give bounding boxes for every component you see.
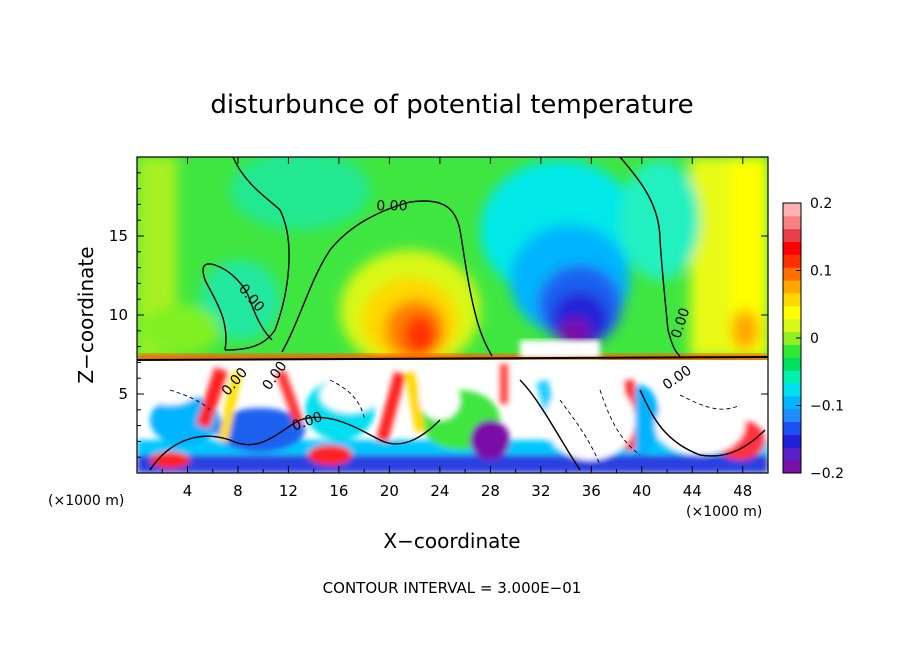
colorbar-swatch [783, 254, 801, 268]
heatmap-field [137, 157, 768, 473]
colorbar-swatch [783, 383, 801, 397]
negative-contours [169, 379, 741, 466]
contour-lines [149, 157, 766, 471]
colorbar-swatch [783, 344, 801, 358]
x-tick-label: 20 [380, 482, 399, 500]
colorbar-tick-label: −0.2 [810, 466, 844, 482]
y-tick-label: 5 [118, 385, 128, 403]
colorbar-swatch [783, 280, 801, 294]
contour-interval-text: CONTOUR INTERVAL = 3.000E−01 [323, 579, 582, 597]
x-unit-label-right: (×1000 m) [686, 504, 762, 520]
colorbar-swatch [783, 447, 801, 461]
chart-title: disturbunce of potential temperature [210, 90, 693, 120]
x-tick-label: 28 [481, 482, 500, 500]
colorbar-tick-label: −0.1 [810, 399, 844, 415]
x-tick-label: 24 [430, 482, 449, 500]
y-axis-title: Z−coordinate [74, 246, 98, 383]
colorbar-swatch [783, 434, 801, 448]
x-tick-label: 32 [531, 482, 550, 500]
colorbar-swatch [783, 395, 801, 410]
colorbar-swatch [783, 357, 801, 371]
colorbar-swatch [783, 408, 801, 423]
colorbar-swatch [783, 331, 801, 345]
colorbar-swatch [783, 267, 801, 281]
contour-label: 0.00 [376, 199, 407, 215]
colorbar-tick-label: 0.2 [810, 196, 832, 212]
colorbar-tick-label: 0.1 [810, 264, 832, 280]
x-tick-label: 8 [233, 482, 243, 500]
colorbar-swatch [783, 318, 801, 333]
x-tick-label: 36 [582, 482, 601, 500]
colorbar-swatch [783, 421, 801, 435]
y-axis: 5 10 15 [109, 172, 768, 458]
y-tick-label: 10 [109, 306, 128, 324]
x-tick-label: 40 [632, 482, 651, 500]
colorbar-swatch [783, 215, 801, 230]
colorbar-swatch [783, 370, 801, 384]
colorbar-swatch [783, 460, 801, 474]
x-tick-label: 4 [183, 482, 193, 500]
colorbar-ticks: 0.2 0.1 0 −0.1 −0.2 [796, 196, 844, 482]
colorbar-tick-label: 0 [810, 331, 819, 347]
x-axis: 4 8 12 16 20 24 28 32 36 40 44 48 [161, 157, 752, 500]
x-tick-label: 48 [733, 482, 752, 500]
colorbar-swatch [783, 241, 801, 255]
colorbar-swatch [783, 293, 801, 307]
x-axis-title: X−coordinate [383, 529, 520, 553]
colorbar [782, 202, 802, 474]
x-tick-label: 44 [683, 482, 702, 500]
colorbar-swatch [783, 305, 801, 320]
colorbar-swatch [783, 203, 801, 217]
x-tick-label: 12 [279, 482, 298, 500]
colorbar-swatch [783, 228, 801, 243]
y-tick-label: 15 [109, 227, 128, 245]
x-unit-label-left: (×1000 m) [48, 493, 124, 509]
x-tick-label: 16 [329, 482, 348, 500]
